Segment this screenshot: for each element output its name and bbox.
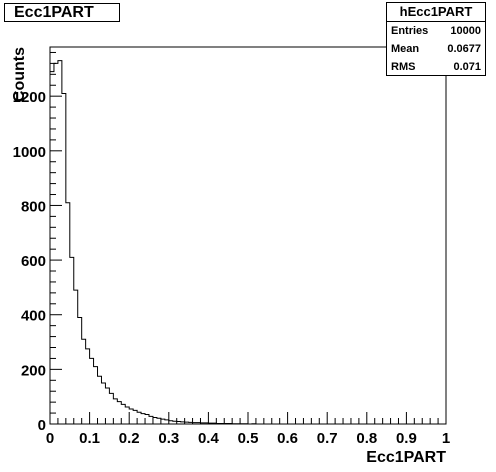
histogram-bin (125, 407, 129, 424)
histogram-bin (74, 290, 78, 424)
histogram-bin (145, 414, 149, 424)
x-tick-label: 0.1 (79, 430, 100, 447)
x-tick-label: 1 (442, 430, 450, 447)
stats-value: 0.071 (453, 61, 481, 73)
histogram-bin (121, 404, 125, 424)
histogram-bin (149, 416, 153, 424)
y-axis-title: Counts (11, 47, 28, 102)
stats-label: RMS (391, 61, 416, 73)
y-tick-label: 1000 (13, 144, 46, 161)
x-tick-label: 0.5 (238, 430, 259, 447)
histogram-bin (86, 349, 90, 424)
histogram-bin (54, 63, 58, 424)
histogram-bin (70, 257, 74, 424)
histogram-outline (49, 60, 446, 425)
histogram-bin (78, 317, 82, 424)
histogram-bin (62, 93, 66, 424)
stats-value: 10000 (450, 25, 481, 37)
y-tick-label: 400 (21, 308, 46, 325)
histogram-bin (82, 339, 86, 424)
histogram-bin (94, 367, 98, 424)
x-tick-label: 0.7 (317, 430, 338, 447)
stats-box: hEcc1PART Entries 10000 Mean 0.0677 RMS … (386, 2, 486, 76)
histogram-bin (165, 420, 169, 424)
histogram-bin (153, 417, 157, 424)
y-tick-label: 0 (38, 417, 46, 434)
histogram-bin (105, 388, 109, 424)
histogram-bin (66, 203, 70, 424)
histogram-bin (117, 402, 121, 424)
histogram-bin (101, 383, 105, 424)
histogram-bin (129, 409, 133, 424)
histogram-bin (161, 419, 165, 424)
x-tick-label: 0.8 (356, 430, 377, 447)
plot-frame (49, 46, 447, 425)
histogram-bars (49, 60, 446, 425)
x-axis-title: Ecc1PART (366, 449, 446, 466)
x-tick-label: 0.3 (158, 430, 179, 447)
y-tick-label: 1200 (13, 89, 46, 106)
histogram-bin (50, 72, 54, 424)
y-axis-ticks: 0 200 400 600 800 1000 1200 (13, 51, 62, 434)
stats-row-rms: RMS 0.071 (387, 58, 485, 76)
histogram-bin (141, 414, 145, 424)
histogram-bin (133, 410, 137, 424)
x-tick-label: 0.4 (198, 430, 220, 447)
histogram-bin (98, 376, 102, 424)
stats-label: Entries (391, 25, 429, 37)
histogram-bin (90, 358, 94, 424)
y-tick-label: 800 (21, 198, 46, 215)
stats-label: Mean (391, 43, 420, 55)
y-tick-label: 200 (21, 362, 46, 379)
histogram-bin (157, 418, 161, 424)
x-axis-ticks: 0 0.1 0.2 0.3 0.4 0.5 0.6 0.7 0.8 0.9 1 (46, 412, 450, 447)
y-tick-label: 600 (21, 253, 46, 270)
x-tick-label: 0.9 (396, 430, 417, 447)
x-tick-label: 0.6 (277, 430, 298, 447)
stats-row-mean: Mean 0.0677 (387, 40, 485, 58)
x-tick-label: 0 (46, 430, 54, 447)
histogram-bin (109, 393, 113, 424)
stats-title: hEcc1PART (387, 3, 485, 22)
x-tick-label: 0.2 (119, 430, 140, 447)
histogram-bin (113, 399, 117, 424)
chart-title: Ecc1PART (4, 3, 120, 22)
stats-value: 0.0677 (447, 43, 481, 55)
histogram-bin (137, 412, 141, 424)
stats-row-entries: Entries 10000 (387, 22, 485, 40)
